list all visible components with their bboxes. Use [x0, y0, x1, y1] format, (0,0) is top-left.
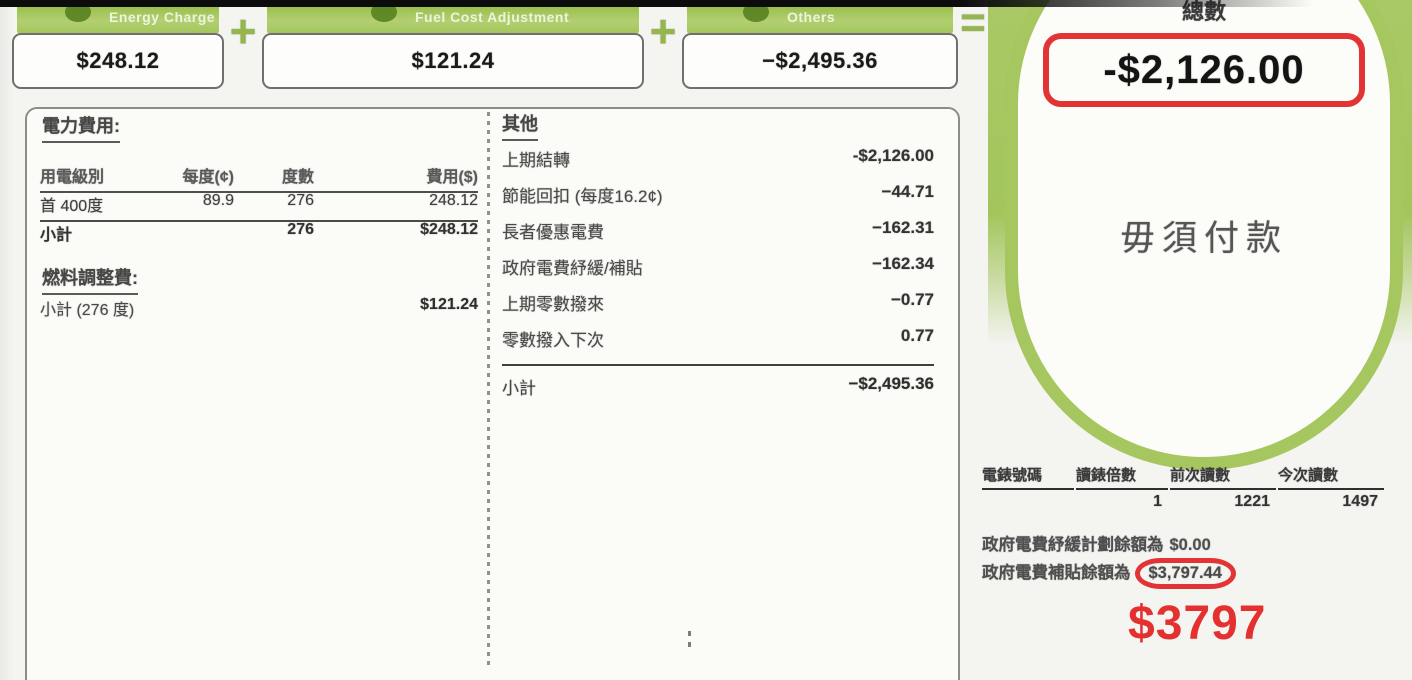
previous-reading-value: 1221 [1234, 493, 1270, 510]
col-header-tier: 用電級別 [40, 169, 105, 186]
subtotal-label: 小計 [40, 227, 73, 244]
list-item: 政府電費紓緩/補貼 −162.34 [502, 254, 934, 290]
fuel-subtotal-label: 小計 (276 度) [40, 302, 135, 319]
energy-charge-label: Energy Charge [109, 9, 216, 25]
photo-edge [0, 0, 1412, 7]
relief-balance-line: 政府電費紓緩計劃餘額為 $0.00 [982, 531, 1412, 558]
handwritten-amount-annotation: $3797 [1128, 597, 1267, 650]
energy-charge-header: Energy Charge [17, 7, 219, 33]
fuel-adjustment-label: Fuel Cost Adjustment [415, 9, 570, 25]
plus-sign: + [649, 5, 677, 57]
item-value: 0.77 [900, 326, 934, 345]
others-header: Others [687, 7, 953, 33]
item-label: 零數撥入下次 [502, 331, 604, 350]
fuel-adjustment-icon [371, 7, 397, 22]
list-item: 長者優惠電費 −162.31 [502, 218, 934, 254]
charge-cell: 248.12 [429, 192, 478, 209]
total-amount: -$2,126.00 [1103, 47, 1305, 92]
summary-box-fuel-adjustment: Fuel Cost Adjustment $121.24 [262, 7, 644, 89]
electricity-subtotal-row: 小計 276 $248.12 [40, 221, 478, 245]
current-reading-value: 1497 [1342, 493, 1378, 510]
col-header-rate: 每度(¢) [182, 169, 234, 186]
col-header-charge: 費用($) [426, 169, 478, 186]
subtotal-amount: $248.12 [420, 221, 478, 238]
equals-sign: = [960, 0, 986, 47]
item-label: 節能回扣 (每度16.2¢) [502, 187, 663, 206]
energy-charge-icon [65, 7, 91, 22]
others-label: Others [787, 9, 836, 25]
item-value: −44.71 [881, 182, 934, 201]
photo-artifact [688, 631, 691, 652]
rate-cell: 89.9 [202, 192, 234, 209]
others-list: 上期結轉 -$2,126.00 節能回扣 (每度16.2¢) −44.71 長者… [502, 146, 934, 399]
electricity-table-header: 用電級別 每度(¢) 度數 費用($) [40, 163, 478, 193]
fuel-section-title: 燃料調整費: [42, 264, 138, 295]
dotted-divider [487, 112, 490, 670]
item-value: −162.31 [872, 218, 934, 237]
item-label: 政府電費紓緩/補貼 [502, 259, 643, 278]
summary-box-energy-charge: Energy Charge $248.12 [12, 7, 224, 89]
subtotal-units: 276 [287, 221, 314, 238]
subsidy-balance-line: 政府電費補貼餘額為 $3,797.44 [982, 558, 1412, 589]
charges-detail-box [25, 107, 960, 680]
fuel-subtotal-row: 小計 (276 度) $121.24 [40, 296, 478, 320]
item-value: −0.77 [890, 290, 934, 309]
tier-cell: 首 400度 [40, 198, 104, 215]
item-label: 上期結轉 [502, 151, 570, 170]
government-subsidy-notes: 政府電費紓緩計劃餘額為 $0.00 政府電費補貼餘額為 $3,797.44 [982, 531, 1412, 589]
list-item: 上期結轉 -$2,126.00 [502, 146, 934, 182]
col-header-meter-number: 電錶號碼 [982, 464, 1074, 490]
fuel-adjustment-header: Fuel Cost Adjustment [267, 7, 639, 33]
item-value: -$2,126.00 [852, 146, 934, 165]
meter-multiplier-value: 1 [1153, 493, 1162, 510]
units-cell: 276 [287, 192, 314, 209]
subtotal-label: 小計 [502, 379, 536, 398]
meter-reading-table: 電錶號碼 讀錶倍數 前次讀數 今次讀數 1 1221 1497 [982, 464, 1386, 511]
energy-charge-amount: $248.12 [12, 33, 224, 89]
subsidy-balance-text: 政府電費補貼餘額為 [982, 564, 1131, 582]
item-label: 上期零數撥來 [502, 295, 604, 314]
others-subtotal-row: 小計 −$2,495.36 [502, 364, 934, 399]
list-item: 上期零數撥來 −0.77 [502, 290, 934, 326]
red-box-annotation: -$2,126.00 [1043, 33, 1365, 107]
list-item: 節能回扣 (每度16.2¢) −44.71 [502, 182, 934, 218]
others-amount: −$2,495.36 [682, 33, 958, 89]
summary-box-others: Others −$2,495.36 [682, 7, 958, 89]
col-header-units: 度數 [281, 169, 314, 186]
subtotal-value: −$2,495.36 [848, 374, 934, 393]
electricity-section-title: 電力費用: [42, 112, 120, 143]
others-section-title: 其他 [502, 110, 538, 141]
fuel-subtotal-amount: $121.24 [420, 296, 478, 313]
plus-sign: + [229, 5, 257, 57]
relief-balance-amount: $0.00 [1169, 536, 1211, 554]
red-circle-annotation: $3,797.44 [1134, 558, 1236, 589]
col-header-previous-reading: 前次讀數 [1170, 464, 1276, 490]
no-payment-note: 毋須付款 [1119, 219, 1288, 258]
item-value: −162.34 [872, 254, 934, 273]
item-label: 長者優惠電費 [502, 223, 604, 242]
meter-number-value [982, 490, 1074, 511]
empty-cell [152, 221, 234, 245]
col-header-meter-multiplier: 讀錶倍數 [1076, 464, 1168, 490]
list-item: 零數撥入下次 0.77 [502, 326, 934, 362]
table-row: 首 400度 89.9 276 248.12 [40, 192, 478, 222]
fuel-adjustment-amount: $121.24 [262, 33, 644, 89]
others-icon [743, 7, 769, 22]
col-header-current-reading: 今次讀數 [1278, 464, 1384, 490]
relief-balance-text: 政府電費紓緩計劃餘額為 [982, 536, 1164, 554]
